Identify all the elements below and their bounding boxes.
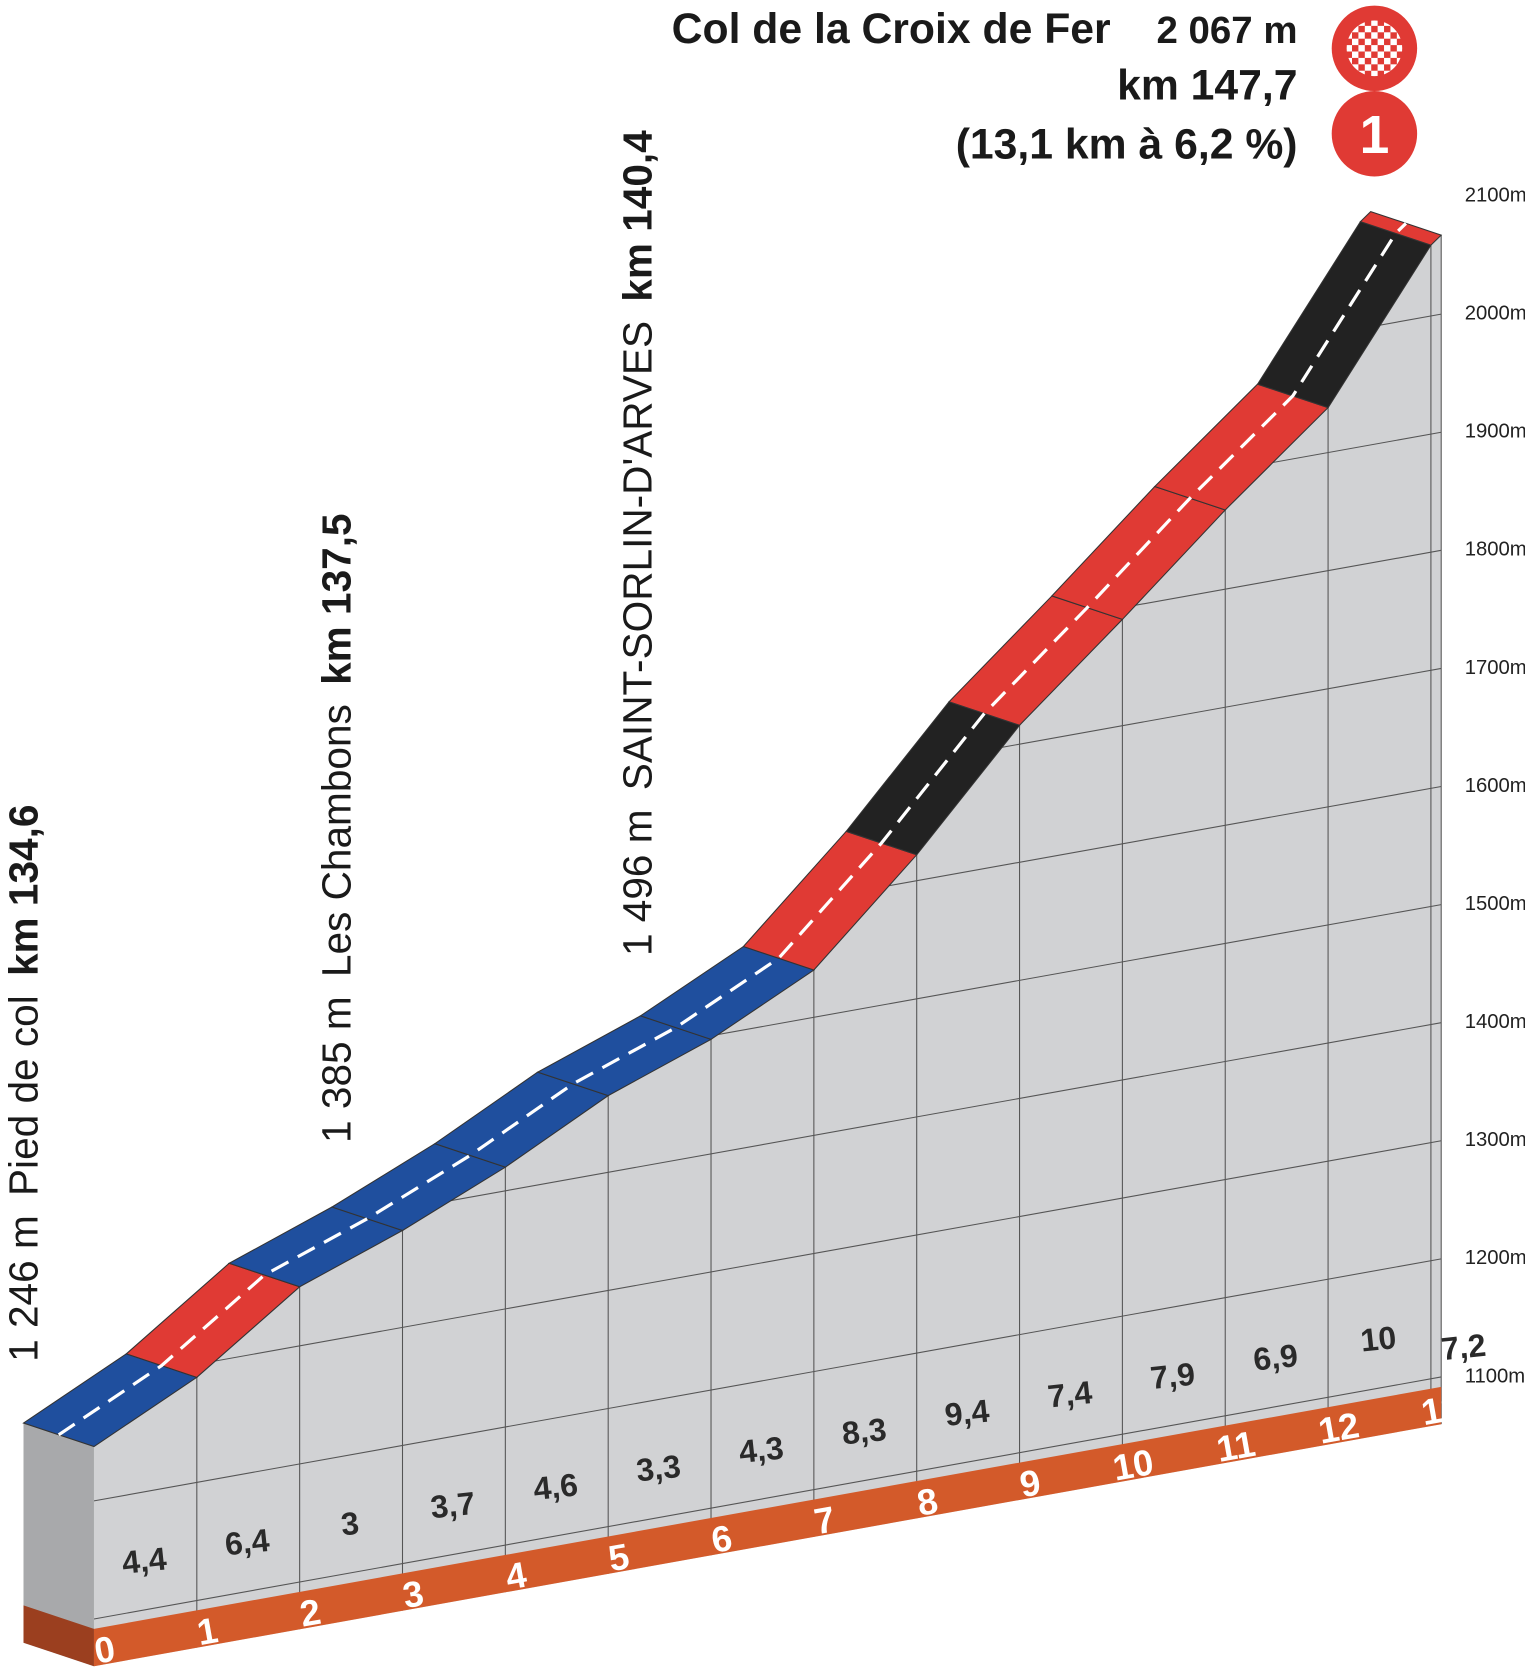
annotation-km: km 134,6 (0, 805, 46, 976)
gradient-label: 3,7 (429, 1485, 477, 1525)
y-tick-label: 1600m (1465, 775, 1525, 797)
km-label: 12 (1315, 1404, 1362, 1451)
gradient-label: 3 (339, 1505, 360, 1543)
climb-summary: (13,1 km à 6,2 %) (956, 120, 1298, 168)
gradient-label: 3,3 (634, 1448, 682, 1488)
y-tick-label: 1800m (1465, 539, 1525, 561)
grid-line (93, 1376, 1442, 1620)
grid-line (93, 1140, 1442, 1384)
gradient-label: 4,3 (737, 1430, 785, 1470)
annotation-name: Les Chambons (313, 704, 359, 977)
annotation-km: km 137,5 (313, 513, 359, 684)
gradient-label: 10 (1359, 1319, 1398, 1359)
base-strip (93, 1386, 1442, 1667)
y-tick-label: 1500m (1465, 893, 1525, 915)
y-tick-label: 1700m (1465, 657, 1525, 679)
annotation: 1 496 m SAINT-SORLIN-D'ARVES km 140,4 (614, 130, 660, 956)
gradient-label: 9,4 (943, 1393, 991, 1433)
km-label: 13 (1418, 1386, 1465, 1433)
center-line (57, 222, 1408, 1437)
plot: 1100m 1200m 1300m 1400m 1500m 1600m 1700m 1800m… (0, 130, 1525, 1672)
category-label: 1 (1360, 106, 1390, 165)
y-tick-label: 2000m (1465, 303, 1525, 325)
side-face (23, 1423, 94, 1667)
side-base (23, 1605, 94, 1667)
profile-face (93, 235, 1442, 1667)
annotation: 1 385 m Les Chambons km 137,5 (313, 513, 359, 1142)
y-tick-label: 1400m (1465, 1011, 1525, 1033)
checker-flag (1346, 20, 1403, 77)
annotation-km: km 140,4 (614, 130, 660, 302)
gradient-label: 6,4 (223, 1522, 271, 1562)
y-tick-label: 1300m (1465, 1129, 1525, 1151)
annotation-name: Pied de col (0, 995, 46, 1196)
gradient-label: 8,3 (840, 1411, 888, 1451)
annotation-altitude: 1 385 m (313, 996, 359, 1143)
gradient-label: 4,4 (120, 1540, 168, 1580)
gradient-label: 7,2 (1440, 1327, 1488, 1367)
gradient-label: 7,4 (1046, 1374, 1094, 1414)
category-badge (1331, 91, 1418, 177)
y-tick-label: 1900m (1465, 421, 1525, 443)
summit-altitude: 2 067 m (1156, 9, 1297, 52)
annotation-altitude: 1 496 m (614, 809, 660, 956)
annotation: 1 246 m Pied de col km 134,6 (0, 805, 46, 1362)
gradient-label: 4,6 (532, 1466, 580, 1506)
annotation-altitude: 1 246 m (0, 1215, 46, 1362)
annotation-name: SAINT-SORLIN-D'ARVES (614, 321, 660, 790)
y-tick-label: 2100m (1465, 184, 1525, 206)
gradient-label: 6,9 (1251, 1337, 1299, 1377)
y-tick-label: 1200m (1465, 1247, 1525, 1269)
summit-km: km 147,7 (1117, 62, 1297, 110)
gradient-label: 7,9 (1149, 1356, 1197, 1396)
y-tick-label: 1100m (1465, 1365, 1525, 1387)
km-label: 11 (1213, 1423, 1258, 1470)
grid-line (93, 1258, 1442, 1502)
km-label: 10 (1110, 1441, 1157, 1488)
title: Col de la Croix de Fer (672, 5, 1111, 53)
